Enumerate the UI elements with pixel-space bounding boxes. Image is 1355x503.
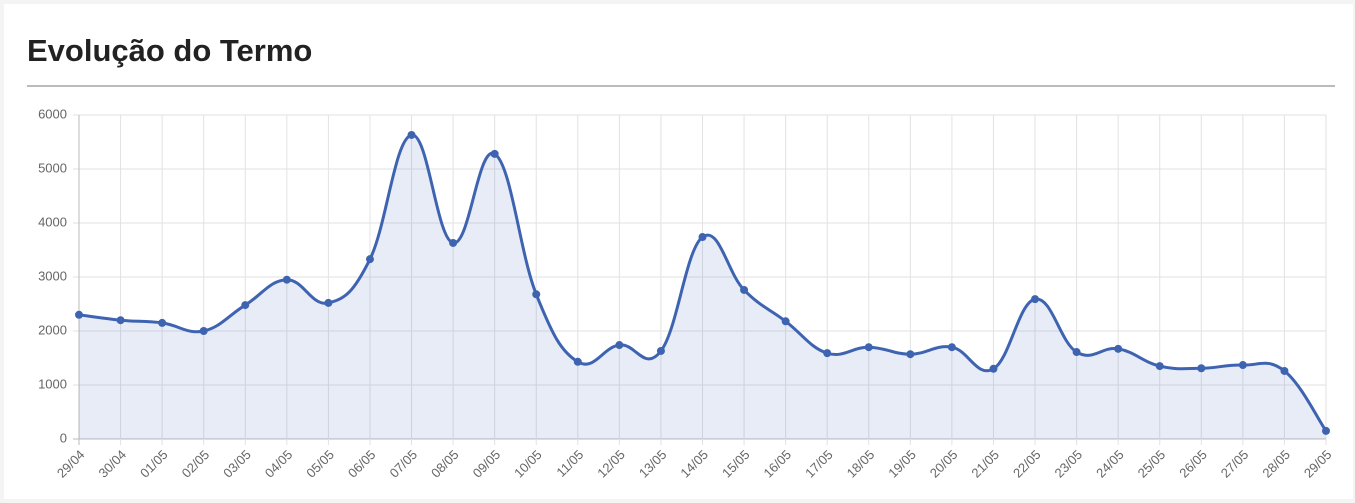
x-tick-label: 05/05 [303,447,337,481]
x-tick-label: 14/05 [677,447,711,481]
point [158,318,167,327]
point [656,346,665,355]
y-tick-label: 5000 [38,160,67,175]
chart-title: Evolução do Termo [27,33,312,68]
x-tick-label: 02/05 [179,447,213,481]
point [532,290,541,299]
point [282,275,291,284]
point [199,327,208,335]
point [615,341,624,350]
x-tick-label: 06/05 [345,447,379,481]
x-tick-label: 27/05 [1218,447,1252,481]
x-tick-label: 11/05 [553,447,586,480]
x-tick-label: 29/04 [54,447,88,481]
x-tick-label: 29/05 [1301,447,1335,481]
point [864,343,873,352]
point [365,255,374,264]
point [1155,362,1164,371]
point [781,317,790,326]
point [241,301,250,310]
y-tick-label: 4000 [38,214,67,229]
x-tick-label: 20/05 [927,447,961,481]
x-tick-label: 03/05 [220,447,254,481]
area [79,134,1326,439]
point [906,350,915,359]
x-tick-label: 16/05 [761,447,795,481]
x-tick-label: 28/05 [1259,447,1293,481]
point [1322,426,1330,435]
x-tick-label: 22/05 [1010,447,1044,481]
point [449,238,458,247]
x-tick-label: 23/05 [1052,447,1086,481]
x-tick-label: 25/05 [1135,447,1169,481]
point [989,364,998,373]
y-tick-label: 0 [60,430,67,445]
point [740,285,749,294]
point [1031,295,1040,304]
point [1072,348,1081,357]
x-tick-label: 08/05 [428,447,462,481]
point [947,343,956,352]
point [1280,366,1289,375]
x-tick-label: 01/05 [137,447,171,481]
x-tick-label: 18/05 [844,447,878,481]
point [1197,364,1206,373]
point [407,130,416,139]
x-tick-label: 09/05 [470,447,504,481]
x-tick-label: 19/05 [885,447,919,481]
y-tick-label: 6000 [38,106,67,121]
x-tick-label: 07/05 [386,447,420,481]
x-tick-label: 15/05 [719,447,753,481]
x-tick-label: 10/05 [511,447,545,481]
x-tick-label: 26/05 [1176,447,1210,481]
point [116,316,125,325]
line [78,133,1328,432]
x-tick-label: 17/05 [802,447,836,481]
point [1238,361,1247,370]
x-tick-label: 13/05 [636,447,670,481]
point [698,233,707,242]
point [573,357,582,366]
x-tick-label: 24/05 [1093,447,1127,481]
x-tick-label: 12/05 [594,447,628,481]
y-tick-label: 2000 [38,322,67,337]
point [823,349,832,358]
y-tick-label: 1000 [38,376,67,391]
point [75,310,83,319]
x-tick-label: 04/05 [262,447,296,481]
x-tick-label: 30/04 [95,447,129,481]
point [324,298,333,307]
point [490,149,499,158]
x-tick-label: 21/05 [968,447,1002,481]
y-tick-label: 3000 [38,268,67,283]
point [1114,344,1123,353]
